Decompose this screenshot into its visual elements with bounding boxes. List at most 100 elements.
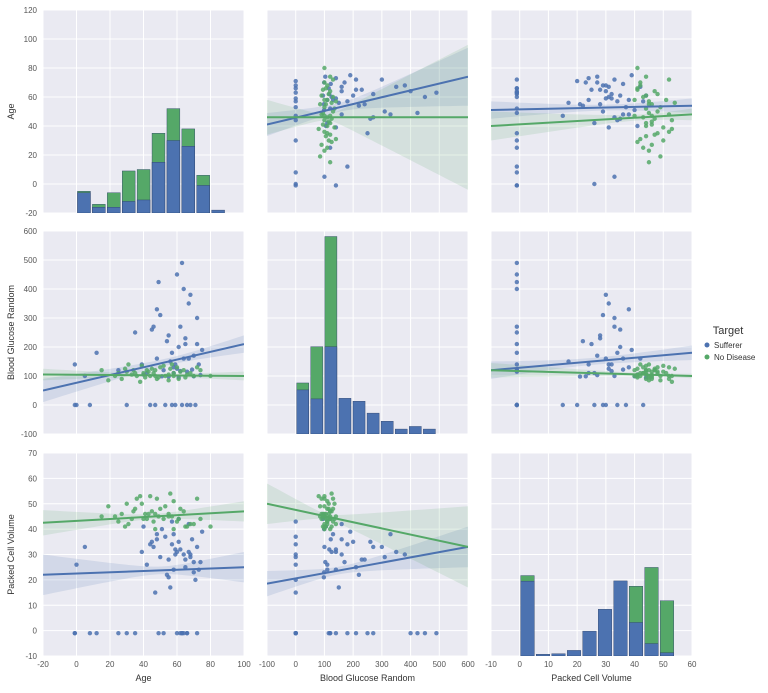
x-tick-label: 10 [544,660,553,669]
point-sufferer [379,77,385,82]
point-sufferer [402,83,408,88]
x-axis-label: Packed Cell Volume [551,673,632,683]
point-sufferer [514,86,520,91]
point-no-disease [638,83,643,88]
point-sufferer [293,554,298,560]
point-sufferer [514,341,520,347]
point-sufferer [514,110,520,116]
y-tick-label: 40 [28,122,37,131]
panel-background [491,231,692,434]
point-sufferer [514,164,520,169]
regression-line-sufferer [491,104,692,112]
point-sufferer [600,83,606,88]
point-sufferer [174,272,180,277]
point-no-disease [333,136,339,142]
point-no-disease [171,499,176,504]
y-tick-label: 60 [28,474,37,483]
point-no-disease [643,123,649,129]
point-sufferer [612,77,617,82]
point-sufferer [382,554,387,560]
point-no-disease [316,493,321,499]
x-tick-label: -100 [259,660,276,669]
point-sufferer [394,549,399,555]
point-sufferer [514,170,520,175]
x-tick-label: 100 [237,660,251,669]
point-no-disease [646,362,652,367]
point-sufferer [609,96,614,101]
hist-bar-sufferer [166,140,181,213]
x-axis-label: Blood Glucose Random [320,673,415,683]
point-sufferer [514,402,520,408]
point-no-disease [323,133,329,139]
point-no-disease [329,100,334,106]
point-no-disease [166,378,171,383]
hist-bar-sufferer [366,412,380,434]
point-sufferer [166,557,171,562]
point-sufferer [615,350,620,355]
hist-bar-sufferer [196,185,210,213]
point-sufferer [589,87,594,92]
point-sufferer [514,90,520,95]
point-sufferer [514,183,520,188]
point-sufferer [612,324,617,329]
point-sufferer [586,75,591,81]
point-sufferer [514,145,520,150]
point-sufferer [586,362,591,367]
ci-band-sufferer [267,526,468,597]
point-no-disease [330,496,336,501]
point-no-disease [666,77,672,82]
point-no-disease [176,516,181,522]
point-sufferer [415,630,420,636]
point-sufferer [176,344,181,350]
hist-bar-sufferer [107,206,121,213]
y-tick-label: 30 [28,551,37,560]
point-sufferer [415,110,420,116]
regression-line-sufferer [43,566,244,576]
point-sufferer [603,292,609,297]
hist-bar-sufferer [352,401,366,434]
point-sufferer [600,402,606,408]
point-sufferer [592,120,597,126]
hist-bar-sufferer [92,206,106,213]
point-no-disease [146,511,151,517]
point-sufferer [600,109,606,114]
point-sufferer [179,402,185,408]
point-no-disease [154,496,160,501]
point-no-disease [178,506,183,512]
hist-bar-sufferer [181,146,195,213]
point-no-disease [317,504,323,509]
point-sufferer [629,347,634,353]
point-sufferer [132,330,138,335]
point-no-disease [322,504,327,509]
point-sufferer [356,103,362,108]
point-no-disease [327,74,333,79]
point-no-disease [333,99,339,104]
panel-1-0 [43,231,244,434]
point-sufferer [371,91,376,97]
x-tick-label: 80 [206,660,215,669]
point-no-disease [661,138,666,143]
y-tick-label: 70 [28,449,37,458]
point-no-disease [322,97,327,103]
point-sufferer [293,590,298,595]
point-sufferer [186,301,191,306]
point-sufferer [514,350,520,355]
x-tick-label: 40 [139,660,148,669]
point-sufferer [178,547,183,552]
point-sufferer [348,73,353,78]
regression-line-no-disease [267,502,468,548]
panel-2-2 [491,453,692,656]
point-no-disease [137,379,143,384]
point-sufferer [184,402,190,408]
x-tick-label: 60 [688,660,697,669]
hist-bar-sufferer [567,650,581,656]
x-tick-label: 60 [173,660,182,669]
point-sufferer [72,402,78,408]
point-sufferer [345,542,350,547]
x-tick-label: 500 [433,660,447,669]
point-sufferer [574,78,580,84]
y-tick-label: 400 [24,285,38,294]
point-sufferer [154,307,160,312]
point-no-disease [322,148,327,153]
point-no-disease [330,109,336,114]
